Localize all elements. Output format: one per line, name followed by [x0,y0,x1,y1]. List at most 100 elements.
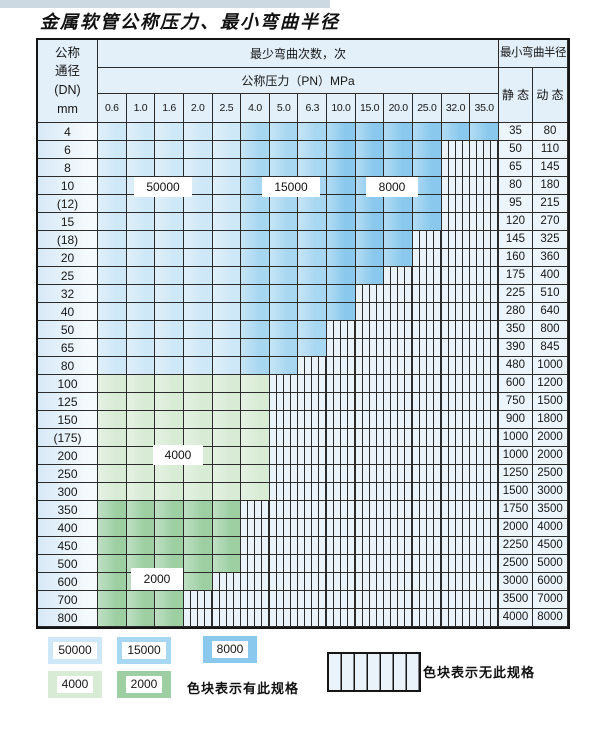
spec-cell [355,267,385,285]
spec-cell [269,213,299,231]
no-spec-cell [384,501,414,519]
spec-cell [126,339,156,357]
no-spec-cell [470,177,499,195]
dn-cell: 200 [38,447,98,465]
spec-cell [98,465,127,483]
no-spec-cell [470,411,499,429]
spec-cell [384,123,414,141]
no-spec-cell [327,339,356,357]
static-value-cell: 900 [498,411,533,429]
spec-cell [212,429,242,447]
static-value-cell: 50 [498,141,533,159]
spec-cell [126,231,156,249]
dynamic-value-cell: 6000 [532,573,568,591]
spec-cell [212,249,242,267]
spec-cell [98,303,127,321]
static-value-cell: 1000 [498,429,533,447]
spec-cell [298,231,328,249]
spec-cell [126,321,156,339]
dn-cell: 25 [38,267,98,285]
no-spec-cell [384,519,414,537]
spec-cell [155,393,184,411]
no-spec-cell [327,411,356,429]
static-value-cell: 2250 [498,537,533,555]
spec-cell [327,285,356,303]
spec-cell [98,339,127,357]
spec-cell [212,501,242,519]
no-spec-cell [384,447,414,465]
spec-cell [155,429,184,447]
no-spec-cell [441,339,471,357]
static-value-cell: 280 [498,303,533,321]
no-spec-cell [355,537,385,555]
dn-cell: 4 [38,123,98,141]
spec-cell [269,303,299,321]
no-spec-cell [298,447,328,465]
spec-cell [183,303,213,321]
legend-no-spec-text: 色块表示无此规格 [423,665,536,680]
no-spec-cell [413,609,442,627]
static-value-cell: 3500 [498,591,533,609]
spec-cell [155,339,184,357]
spec-cell [212,123,242,141]
no-spec-cell [269,573,299,591]
dynamic-value-cell: 1000 [532,357,568,375]
spec-cell [126,141,156,159]
no-spec-cell [384,609,414,627]
spec-cell [355,195,385,213]
spec-cell [413,177,442,195]
spec-cell [155,591,184,609]
spec-cell [298,123,328,141]
spec-cell [126,267,156,285]
no-spec-cell [384,357,414,375]
spec-cell [155,213,184,231]
static-value-cell: 350 [498,321,533,339]
no-spec-cell [298,519,328,537]
spec-cell [298,267,328,285]
legend-swatch-label: 15000 [122,642,166,659]
no-spec-cell [355,465,385,483]
spec-cell [298,141,328,159]
spec-cell [269,357,299,375]
no-spec-cell [470,447,499,465]
no-spec-cell [269,393,299,411]
dn-header-line: 公称 [54,45,80,60]
spec-cell [183,195,213,213]
spec-cell [126,609,156,627]
legend-swatch-label: 8000 [211,641,249,658]
bend-cycles-header: 最少弯曲次数，次 [98,40,499,68]
static-value-cell: 160 [498,249,533,267]
static-value-cell: 2500 [498,555,533,573]
cycle-count-label: 2000 [131,568,183,590]
no-spec-cell [470,465,499,483]
scan-edge-strip [0,0,330,8]
static-value-cell: 95 [498,195,533,213]
no-spec-cell [470,501,499,519]
no-spec-cell [355,357,385,375]
dn-cell: 450 [38,537,98,555]
spec-cell [327,303,356,321]
spec-cell [269,267,299,285]
pressure-column-header: 1.0 [126,94,156,123]
no-spec-cell [183,591,213,609]
static-value-cell: 1500 [498,483,533,501]
no-spec-cell [269,465,299,483]
dynamic-value-cell: 845 [532,339,568,357]
spec-cell [183,537,213,555]
no-spec-cell [298,429,328,447]
no-spec-cell [470,249,499,267]
spec-cell [327,195,356,213]
spec-cell [413,195,442,213]
spec-cell [212,195,242,213]
no-spec-cell [355,447,385,465]
spec-cell [241,339,270,357]
no-spec-cell [384,303,414,321]
spec-cell [183,519,213,537]
dn-cell: 80 [38,357,98,375]
no-spec-cell [470,339,499,357]
no-spec-cell [441,177,471,195]
spec-cell [155,609,184,627]
spec-cell [183,267,213,285]
no-spec-cell [413,555,442,573]
